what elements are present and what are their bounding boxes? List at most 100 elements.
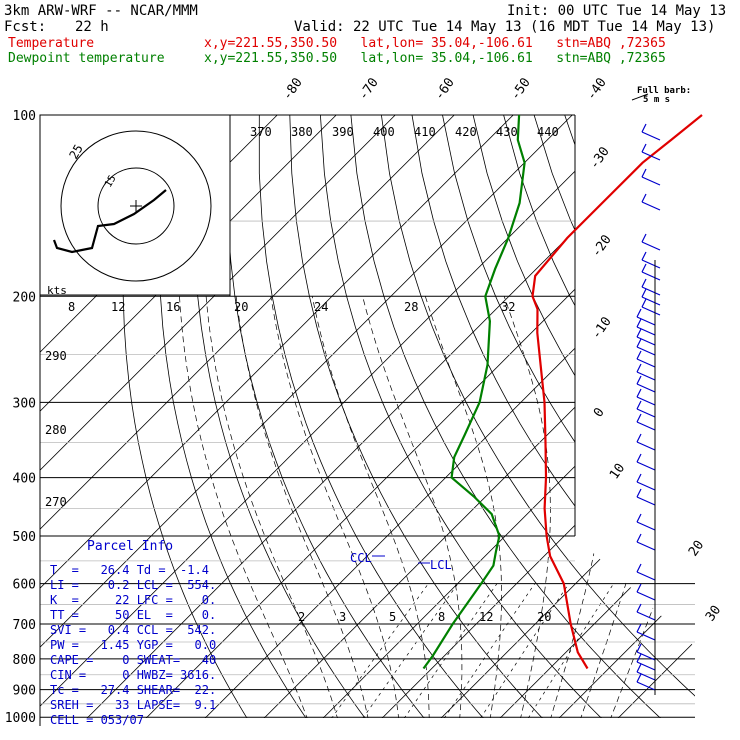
wind-barb-flag [636,653,642,663]
kts-ring-label: 16 [166,300,180,314]
isotherm-line [251,115,695,718]
pressure-tick-label: 900 [13,684,36,699]
wind-barb-flag [636,603,642,613]
isotherm-label: -40 [584,75,610,103]
moist-adiabat-line [546,296,613,718]
parcel-row: Tc = 27.4 SHEAR= 22. [50,683,217,697]
wind-barb-flag [636,453,642,463]
wind-barb-flag [636,363,642,373]
dry-adiabat-line [320,115,614,718]
parcel-row: SREH = 33 LAPSE= 9.1 [50,698,217,712]
wind-barb [636,671,656,681]
wind-barb-flag [636,473,642,483]
dry-adiabat-line [381,115,695,718]
parcel-row: LI = 0.2 LCL = 554. [50,578,217,592]
pressure-tick-label: 500 [13,530,36,545]
hodograph-trace [52,189,167,254]
wind-barb-flag [641,251,647,261]
pressure-tick-label: 600 [13,578,36,593]
mixing-ratio-label: 20 [537,610,551,624]
wind-barb-flag [641,263,647,273]
wind-barb [636,461,656,471]
isotherm-label: -30 [587,144,613,172]
theta-axis-label: 400 [373,125,395,139]
wind-barb [636,396,656,406]
moist-adiabat-line [605,296,695,718]
pressure-tick-label: 800 [13,653,36,668]
isotherm-line [310,115,695,718]
mixing-ratio-line [396,583,498,718]
wind-barb [641,286,661,296]
dry-adiabat-line [717,115,740,730]
isotherm-label: -50 [508,75,534,103]
wind-barb [636,481,656,491]
wind-barb-flag [641,298,647,308]
wind-barb [636,336,656,346]
dry-adiabat-line [625,115,695,718]
hodograph-ring-label: 25 [66,142,85,162]
wind-barb-flag [636,673,642,683]
wind-barb-flag [636,488,642,498]
theta-axis-label: 410 [414,125,436,139]
wind-barb [636,358,656,368]
wind-barb [641,241,661,251]
wind-barb [641,306,661,316]
wind-barb [641,296,661,306]
wind-barb-flag [636,400,642,410]
parcel-row: CAPE = 0 SWEAT= 40 [50,653,217,667]
parcel-row: SVI = 0.4 CCL = 542. [50,623,217,637]
wind-barb [636,541,656,551]
moist-adiabat-line [311,296,430,718]
theta-axis-label: 440 [537,125,559,139]
isotherm-line [487,115,695,718]
forecast-label: Fcst: [4,19,47,35]
kts-ring-label: 8 [68,300,75,314]
wind-barb-flag [636,563,642,573]
wind-barb [636,441,656,451]
isotherm-line [369,115,695,718]
wind-barb [636,571,656,581]
wind-barb-flag [636,643,642,653]
wind-barb [636,408,656,418]
theta-label: 270 [45,495,67,509]
wind-barb-flag [636,663,642,673]
dewpoint-trace [422,114,526,670]
isotherm-label: -10 [589,314,615,342]
barb-legend-shaft [631,93,649,101]
dry-adiabat-line [289,115,554,718]
isotherm-label: -60 [432,75,458,103]
pressure-tick-label: 700 [13,618,36,633]
isotherm-label: 40 [0,0,16,4]
moist-adiabat-line [205,296,342,718]
isotherm-line [40,115,573,718]
parcel-row: TT = 50 EL = 0. [50,608,217,622]
pressure-tick-label: 300 [13,396,36,411]
pressure-tick-label: 400 [13,472,36,487]
theta-axis-label: 430 [496,125,518,139]
moist-adiabat-line [503,296,551,718]
isotherm-line [40,115,396,718]
moist-adiabat-line [235,296,371,718]
dry-adiabat-line [122,115,255,718]
isotherm-line [40,115,337,718]
pressure-tick-label: 1000 [5,711,36,726]
moist-adiabat-line [179,296,312,718]
kts-ring-label: 12 [111,300,125,314]
dry-adiabat-line [442,115,695,718]
theta-axis-label: 380 [291,125,313,139]
wind-barb [636,346,656,356]
hodograph-frame [39,114,231,296]
isotherm-line [546,115,695,718]
mixing-ratio-label: 12 [479,610,493,624]
kts-label: kts [47,284,67,297]
init-time: Init: 00 UTC Tue 14 May 13 [507,3,727,19]
parcel-row: CELL = 053/07 [50,713,144,727]
barb-legend-title: Full barb: [637,86,692,96]
mixing-ratio-line [354,583,459,718]
pressure-tick-label: 100 [13,109,36,124]
wind-barb [636,591,656,601]
dry-adiabat-line [226,115,435,718]
temperature-trace [531,114,703,670]
wind-barb-flag [636,533,642,543]
wind-barb [636,521,656,531]
